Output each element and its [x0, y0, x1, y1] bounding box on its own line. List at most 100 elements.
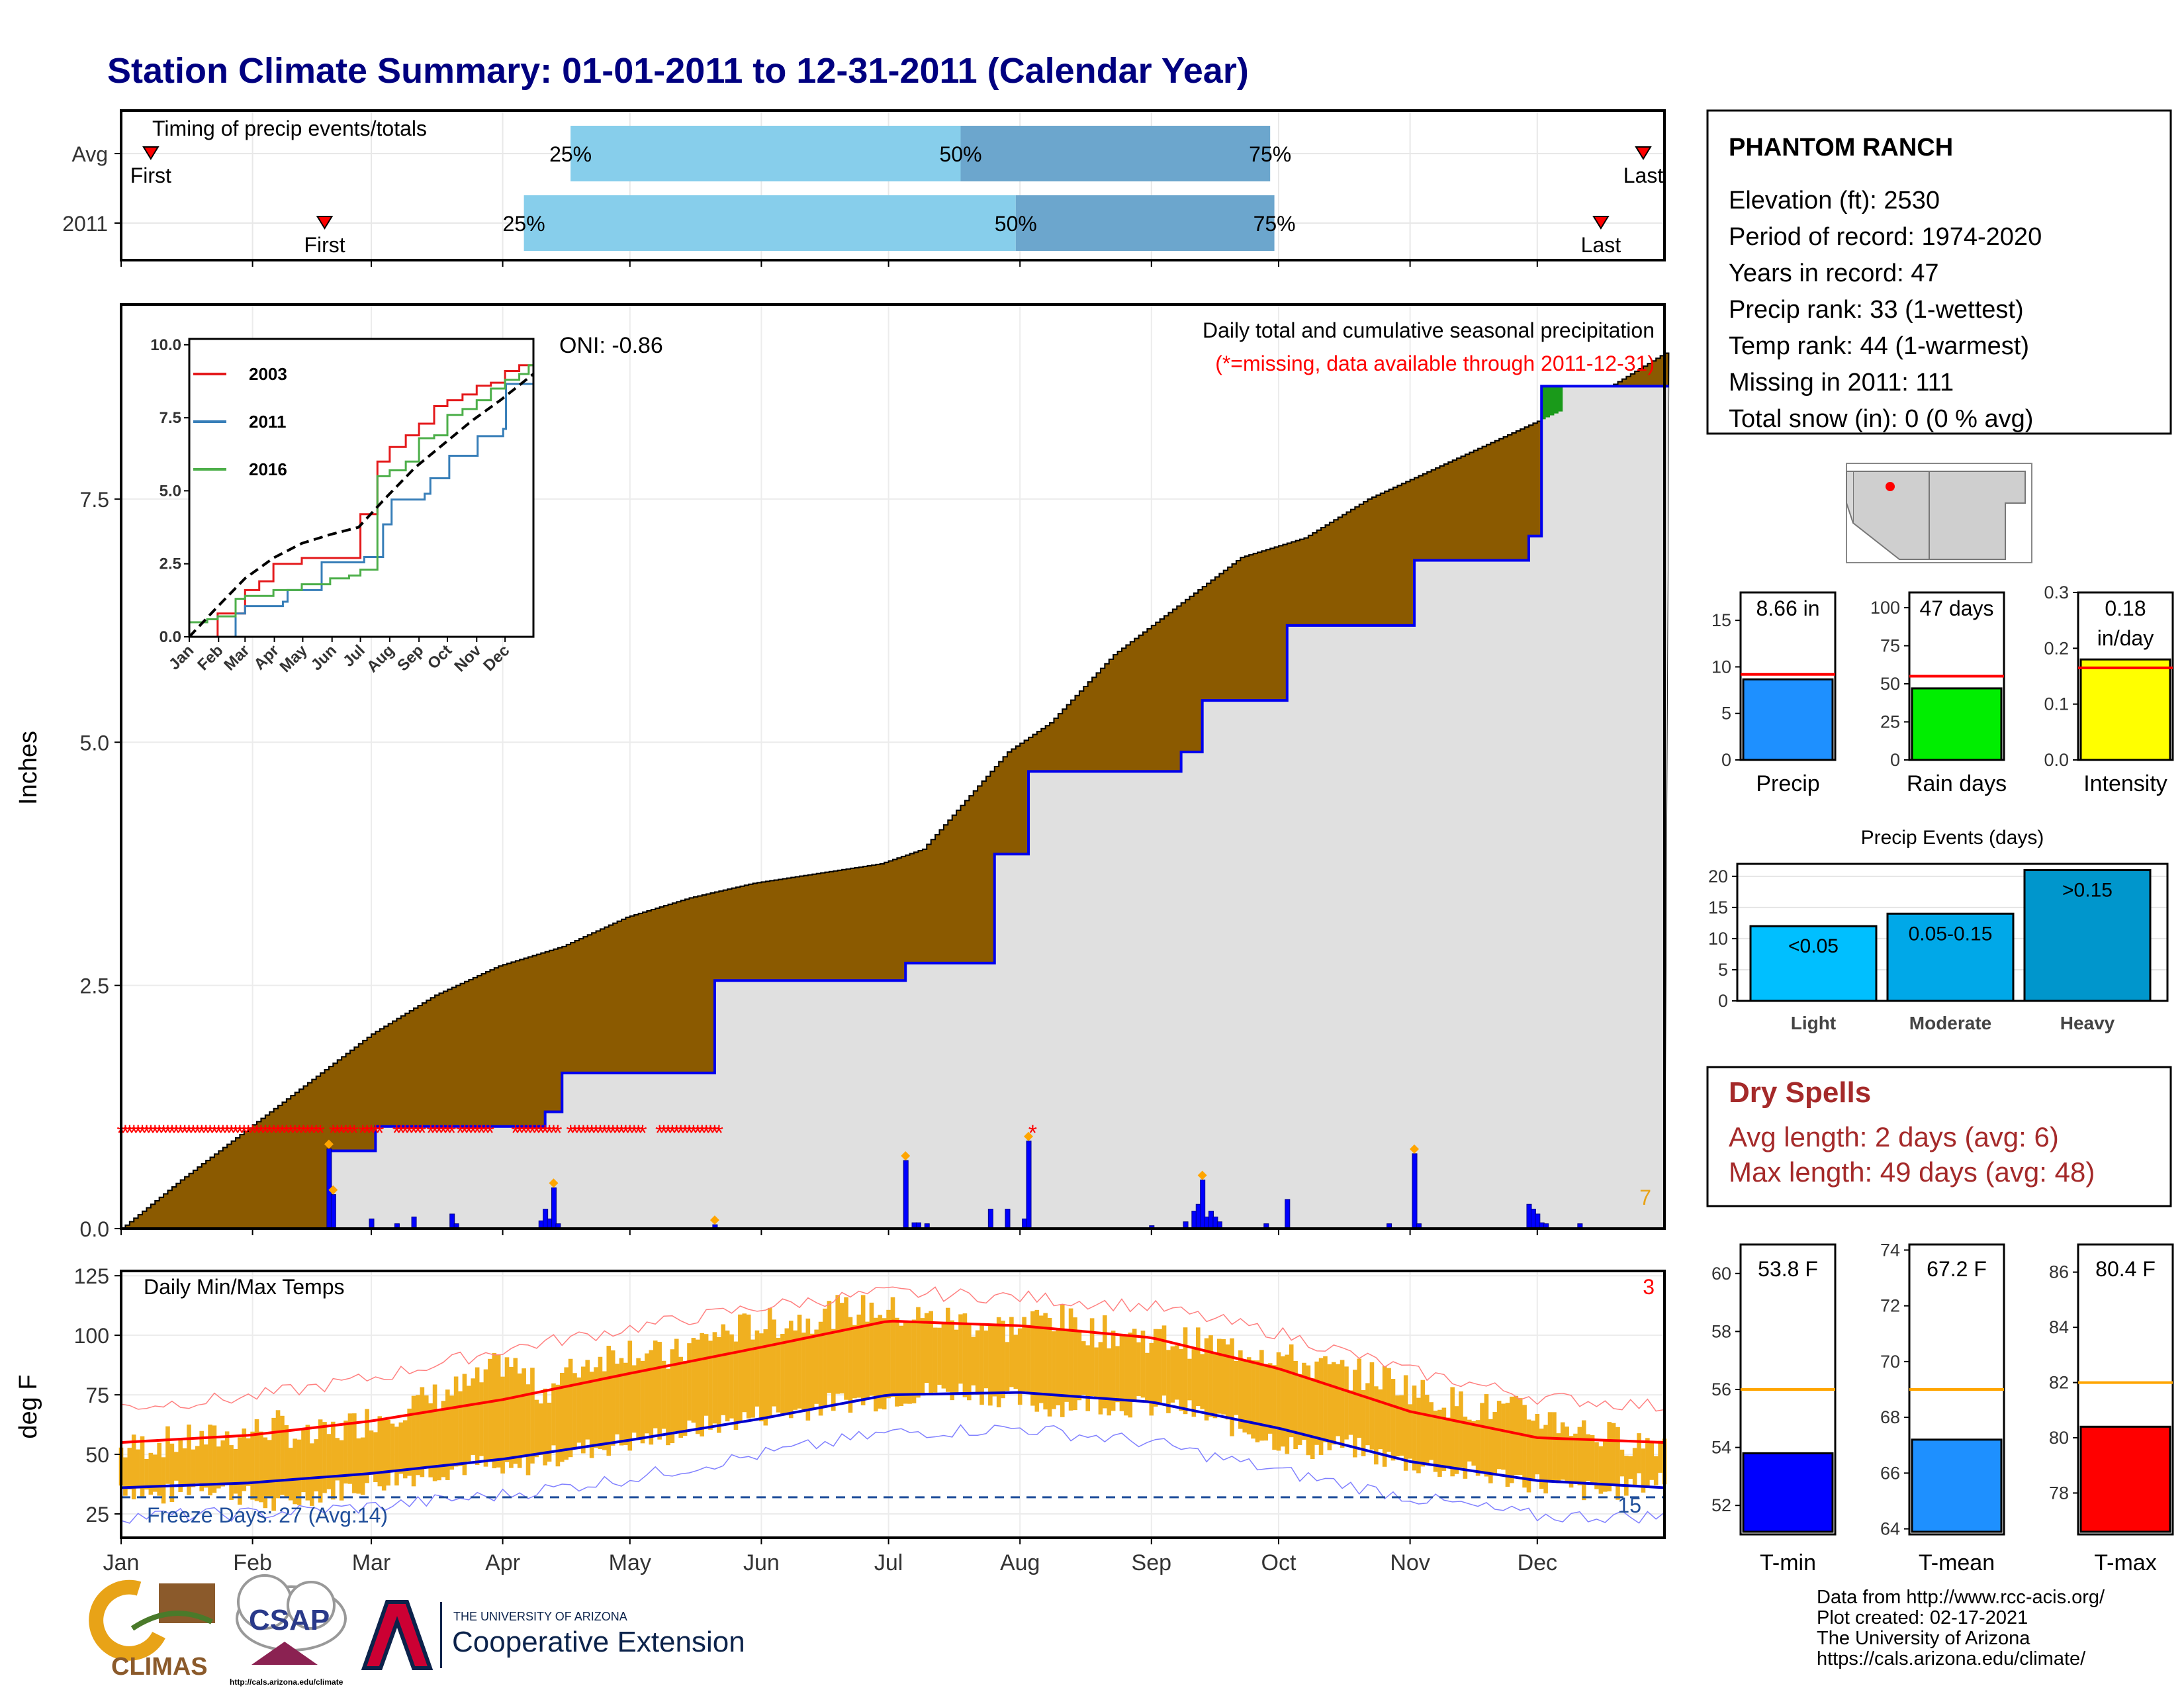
daily-temp-range-bar — [1624, 1456, 1629, 1496]
daily-temp-range-bar — [1119, 1335, 1124, 1411]
missing-day-marker: * — [227, 1121, 236, 1146]
daily-temp-range-bar — [1297, 1374, 1302, 1445]
timing-title: Timing of precip events/totals — [152, 117, 427, 140]
temp-ytick-label: 25 — [85, 1503, 109, 1526]
daily-temp-range-bar — [1310, 1378, 1315, 1460]
temp-bar-tick-label: 70 — [1880, 1352, 1900, 1372]
daily-temp-range-bar — [267, 1440, 272, 1499]
temp-bar-tick-label: 54 — [1711, 1438, 1731, 1458]
daily-temp-range-bar — [1034, 1309, 1040, 1412]
missing-day-marker: * — [176, 1121, 185, 1146]
csap-logo: CSAP http://cals.arizona.edu/climate — [230, 1574, 347, 1687]
daily-temp-range-bar — [1103, 1315, 1107, 1409]
missing-day-marker: * — [329, 1121, 338, 1146]
daily-temp-range-bar — [568, 1358, 573, 1458]
missing-day-marker: * — [409, 1121, 418, 1146]
missing-day-marker: * — [261, 1121, 269, 1146]
daily-temp-range-bar — [191, 1449, 196, 1487]
daily-precip-bar — [1026, 1141, 1032, 1229]
daily-temp-range-bar — [1484, 1394, 1489, 1477]
daily-temp-range-bar — [1445, 1417, 1451, 1468]
missing-day-marker: * — [702, 1121, 710, 1146]
missing-day-marker: * — [706, 1121, 715, 1146]
daily-temp-range-bar — [895, 1317, 899, 1407]
daily-temp-range-bar — [259, 1431, 263, 1503]
missing-day-marker: * — [273, 1121, 282, 1146]
daily-temp-range-bar — [301, 1430, 306, 1493]
footer-line: Data from http://www.rcc-acis.org/ — [1817, 1587, 2105, 1608]
daily-temp-range-bar — [594, 1367, 598, 1448]
daily-temp-range-bar — [1221, 1339, 1226, 1415]
missing-day-marker: * — [430, 1121, 439, 1146]
temp-line-record-max — [120, 1286, 1665, 1412]
daily-temp-range-bar — [1272, 1365, 1277, 1450]
station-info-line: Years in record: 47 — [1729, 259, 1939, 287]
missing-day-marker: * — [676, 1121, 685, 1146]
daily-precip-bar — [411, 1216, 417, 1229]
daily-temp-range-bar — [500, 1376, 505, 1474]
station-name: PHANTOM RANCH — [1729, 134, 1953, 162]
daily-temp-range-bar — [1378, 1389, 1383, 1450]
inset-ytick-label: 2.5 — [159, 555, 181, 573]
daily-temp-range-bar — [381, 1419, 387, 1491]
daily-temp-range-bar — [1259, 1350, 1264, 1441]
timing-bar-p25-p50 — [523, 195, 1016, 251]
daily-temp-range-bar — [700, 1333, 705, 1437]
daily-temp-range-bar — [1030, 1311, 1035, 1406]
daily-temp-range-bar — [1318, 1358, 1324, 1455]
precip-heading: Daily total and cumulative seasonal prec… — [1203, 318, 1655, 342]
temp-bar-tick-label: 74 — [1880, 1240, 1900, 1260]
temp-ytick-label: 100 — [74, 1324, 109, 1348]
daily-temp-range-bar — [1467, 1419, 1472, 1462]
missing-day-marker: * — [596, 1121, 604, 1146]
temp-panel: 25 50 75 100 125 deg F Daily Min/Max Temps 3 Fre… — [15, 1264, 1667, 1544]
daily-temp-range-bar — [309, 1443, 314, 1506]
temp-ylabel: deg F — [15, 1374, 42, 1438]
daily-temp-range-bar — [1111, 1331, 1116, 1411]
daily-temp-range-bar — [1212, 1353, 1218, 1419]
temp-summary-bar — [1742, 1452, 1834, 1533]
heavy-precip-marker — [328, 1185, 338, 1195]
daily-temp-range-bar — [1293, 1360, 1298, 1450]
daily-temp-range-bar — [199, 1430, 205, 1491]
daily-temp-range-bar — [1348, 1390, 1353, 1435]
daily-temp-range-bar — [1064, 1330, 1069, 1402]
daily-temp-range-bar — [1263, 1364, 1269, 1441]
daily-temp-range-bar — [1204, 1338, 1209, 1421]
month-label: Dec — [1518, 1550, 1557, 1575]
daily-temp-range-bar — [1459, 1391, 1463, 1468]
first-event-marker — [142, 146, 159, 160]
daily-temp-range-bar — [1454, 1406, 1459, 1474]
daily-temp-range-bar — [1140, 1331, 1146, 1398]
missing-day-marker: * — [486, 1121, 494, 1146]
heavy-precip-marker — [709, 1215, 719, 1225]
temp-bar-tick-label: 58 — [1711, 1321, 1731, 1341]
daily-temp-range-bar — [874, 1317, 878, 1412]
daily-precip-bar — [330, 1194, 336, 1229]
missing-day-marker: * — [634, 1121, 643, 1146]
month-label: Nov — [1390, 1550, 1430, 1575]
daily-temp-range-bar — [1615, 1427, 1620, 1500]
missing-day-marker: * — [172, 1121, 181, 1146]
univ-name: THE UNIVERSITY OF ARIZONA — [453, 1610, 627, 1623]
missing-day-marker: * — [435, 1121, 443, 1146]
daily-temp-range-bar — [416, 1395, 420, 1476]
daily-temp-range-bar — [1005, 1342, 1010, 1391]
daily-temp-range-bar — [890, 1297, 895, 1397]
station-info-line: Missing in 2011: 111 — [1729, 369, 1954, 397]
missing-day-marker: * — [231, 1121, 240, 1146]
daily-temp-range-bar — [1047, 1318, 1052, 1417]
daily-temp-range-bar — [1433, 1411, 1438, 1472]
dry-spells-max: Max length: 49 days (avg: 48) — [1729, 1156, 2095, 1188]
daily-temp-range-bar — [1365, 1383, 1370, 1446]
station-info-line: Period of record: 1974-2020 — [1729, 223, 2042, 251]
dry-spells-title: Dry Spells — [1729, 1076, 1871, 1109]
daily-temp-range-bar — [224, 1431, 230, 1484]
daily-temp-range-bar — [449, 1395, 455, 1470]
daily-temp-range-bar — [1594, 1442, 1599, 1489]
missing-day-marker: * — [142, 1121, 151, 1146]
inset-frame — [188, 338, 535, 638]
daily-temp-range-bar — [717, 1336, 721, 1433]
missing-day-marker: * — [638, 1121, 647, 1146]
